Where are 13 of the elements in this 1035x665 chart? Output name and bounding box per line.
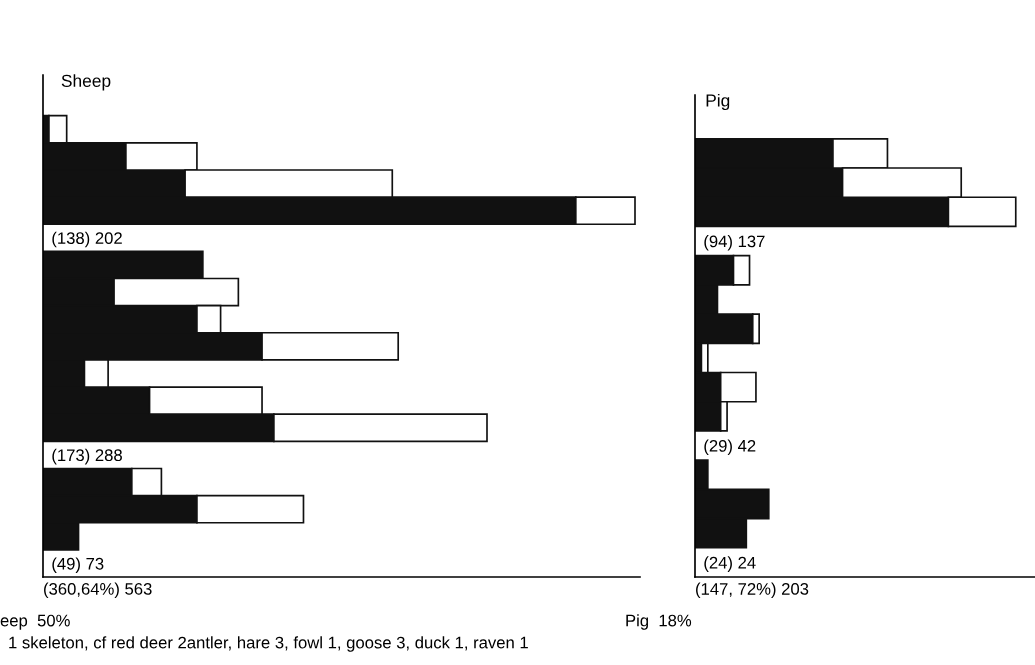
y-tick-label: (94) 137	[704, 235, 765, 251]
x-axis-title: (147, 72%) 203	[696, 582, 809, 599]
y-tick-label: (49) 73	[52, 557, 104, 573]
y-tick-label: (29) 42	[704, 439, 756, 456]
y-tick-label: (24) 24	[704, 556, 756, 572]
chart-title: Sheep	[61, 74, 111, 91]
text: eep 50%	[0, 614, 70, 630]
text: Pig 18%	[626, 614, 692, 630]
y-tick-label: (138) 202	[52, 231, 122, 248]
chart-title: Pig	[706, 93, 730, 111]
text: 1 skeleton, cf red deer 2antler, hare 3, fowl 1, goose 3, duck 1, raven 1	[9, 636, 528, 652]
x-axis-title: (360,64%) 563	[44, 582, 152, 599]
y-tick-label: (173) 288	[52, 448, 122, 465]
